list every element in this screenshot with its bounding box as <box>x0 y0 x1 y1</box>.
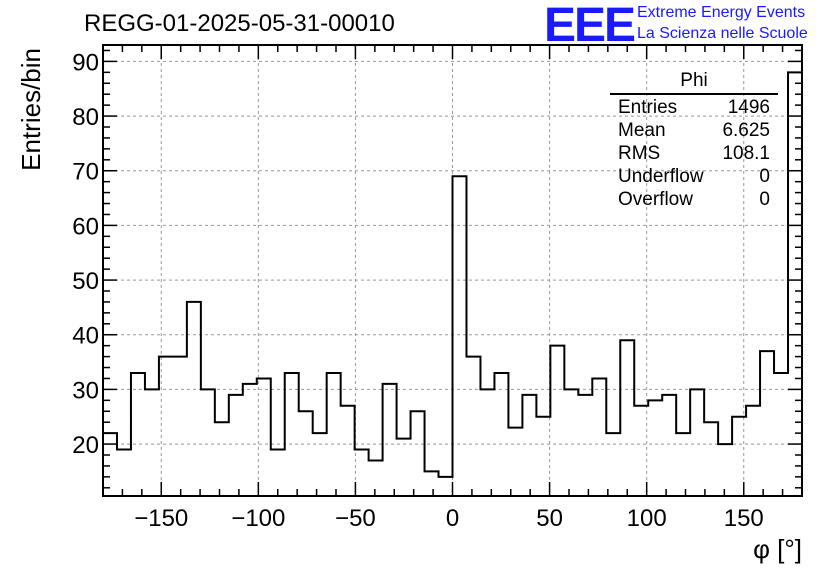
stats-row-rms: RMS 108.1 <box>610 142 778 165</box>
stats-value: 6.625 <box>722 120 770 141</box>
y-tick-labels: 20 30 40 50 60 70 80 90 <box>72 49 99 459</box>
y-tick-label: 20 <box>72 432 99 459</box>
stats-label: Underflow <box>618 166 704 187</box>
logo-line-1: Extreme Energy Events <box>637 4 806 21</box>
y-tick-label: 50 <box>72 268 99 295</box>
axis-ticks <box>103 45 802 496</box>
x-tick-label: 0 <box>446 505 459 532</box>
eee-logo: EEE <box>544 0 636 52</box>
x-tick-label: −100 <box>231 505 285 532</box>
stats-value: 1496 <box>727 97 770 118</box>
stats-value: 0 <box>759 166 770 187</box>
stats-box: Phi Entries 1496 Mean 6.625 RMS 108.1 Un… <box>610 70 778 211</box>
stats-value: 108.1 <box>722 143 770 164</box>
logo-line-2: La Scienza nelle Scuole <box>637 25 808 42</box>
stats-label: Entries <box>618 97 678 118</box>
y-tick-label: 40 <box>72 323 99 350</box>
histogram-step-line <box>102 71 803 496</box>
y-tick-label: 70 <box>72 159 99 186</box>
x-tick-label: −150 <box>134 505 188 532</box>
stats-label: RMS <box>618 143 661 164</box>
x-axis-label: φ [°] <box>753 534 802 564</box>
chart-title: REGG-01-2025-05-31-00010 <box>84 10 395 37</box>
x-tick-label: −50 <box>335 505 376 532</box>
y-tick-label: 90 <box>72 49 99 76</box>
x-tick-label: 100 <box>627 505 667 532</box>
x-tick-labels: −150 −100 −50 0 50 100 150 <box>134 505 764 532</box>
x-tick-label: 150 <box>724 505 764 532</box>
y-tick-label: 60 <box>72 213 99 240</box>
stats-row-underflow: Underflow 0 <box>610 165 778 188</box>
x-tick-label: 50 <box>536 505 563 532</box>
stats-row-mean: Mean 6.625 <box>610 119 778 142</box>
y-tick-label: 30 <box>72 377 99 404</box>
stats-row-overflow: Overflow 0 <box>610 188 778 211</box>
stats-row-entries: Entries 1496 <box>610 96 778 119</box>
y-tick-label: 80 <box>72 104 99 131</box>
stats-value: 0 <box>759 189 770 210</box>
y-axis-label: Entries/bin <box>16 48 46 171</box>
stats-label: Overflow <box>618 189 693 210</box>
stats-title: Phi <box>610 70 778 95</box>
stats-label: Mean <box>618 120 666 141</box>
